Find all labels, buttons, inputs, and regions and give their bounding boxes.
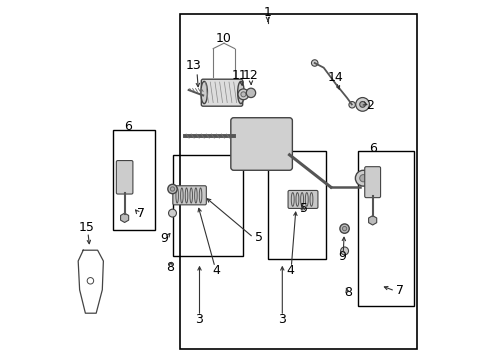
Text: 8: 8 [344, 286, 351, 299]
Circle shape [355, 170, 370, 186]
Circle shape [238, 89, 248, 100]
Ellipse shape [237, 81, 244, 104]
Text: 4: 4 [286, 264, 294, 277]
Text: 11: 11 [231, 69, 247, 82]
Circle shape [246, 88, 255, 98]
Bar [357, 151, 413, 306]
FancyBboxPatch shape [116, 161, 133, 194]
Text: 6: 6 [369, 142, 377, 155]
Ellipse shape [201, 81, 207, 104]
Bar [113, 130, 154, 230]
Text: 14: 14 [326, 71, 343, 84]
Text: 3: 3 [278, 313, 285, 326]
Circle shape [167, 184, 177, 194]
Text: 9: 9 [338, 250, 346, 263]
Text: 10: 10 [216, 32, 231, 45]
Text: 3: 3 [195, 313, 203, 326]
Text: 12: 12 [242, 69, 258, 82]
Circle shape [359, 102, 365, 107]
Bar [267, 151, 325, 259]
Circle shape [355, 98, 368, 111]
Text: 5: 5 [254, 231, 263, 244]
Polygon shape [368, 216, 376, 225]
Text: 1: 1 [264, 6, 271, 19]
Circle shape [339, 224, 348, 233]
FancyBboxPatch shape [230, 118, 292, 170]
Circle shape [348, 102, 355, 108]
Text: 15: 15 [79, 221, 95, 234]
Circle shape [359, 175, 366, 182]
Text: 2: 2 [365, 99, 373, 112]
Text: 6: 6 [124, 120, 132, 133]
Bar [179, 14, 416, 349]
Circle shape [342, 226, 346, 231]
Text: 4: 4 [212, 264, 220, 277]
Circle shape [241, 92, 245, 97]
Circle shape [340, 247, 348, 255]
FancyBboxPatch shape [364, 167, 380, 198]
FancyBboxPatch shape [172, 186, 206, 205]
Circle shape [168, 209, 176, 217]
Text: 9: 9 [160, 232, 168, 245]
Text: 13: 13 [185, 59, 201, 72]
Text: 7: 7 [395, 284, 403, 297]
Text: 8: 8 [165, 261, 174, 274]
Bar [172, 155, 242, 256]
Circle shape [170, 187, 174, 191]
Text: 5: 5 [299, 202, 307, 215]
Polygon shape [121, 213, 128, 222]
Circle shape [311, 60, 317, 66]
Text: 7: 7 [137, 207, 144, 220]
FancyBboxPatch shape [201, 79, 242, 106]
FancyBboxPatch shape [287, 190, 317, 208]
